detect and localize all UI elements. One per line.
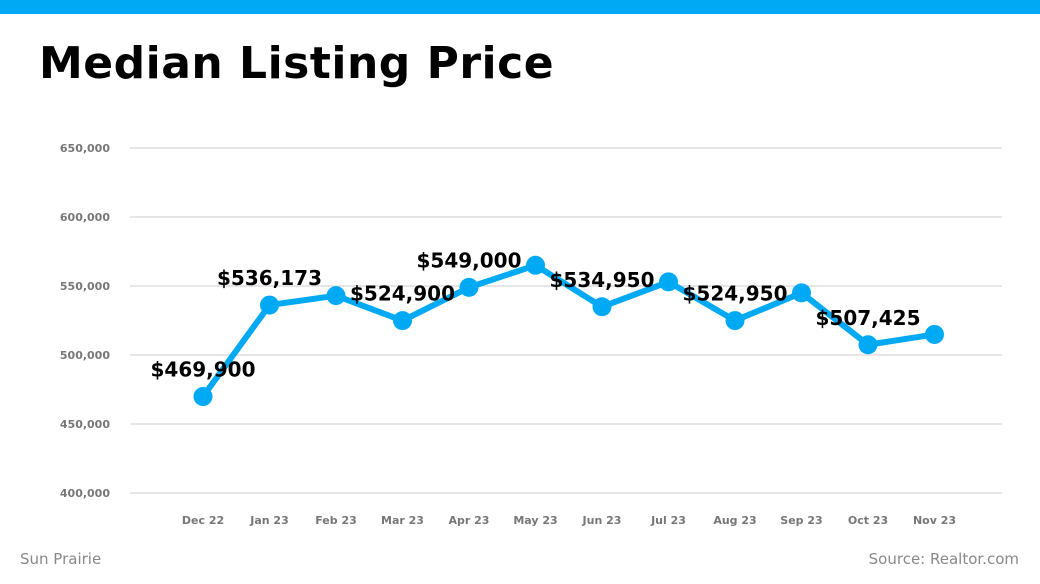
y-tick-label: 600,000 (60, 211, 110, 224)
y-tick-label: 550,000 (60, 280, 110, 293)
data-label: $549,000 (416, 248, 521, 272)
data-point (659, 272, 678, 292)
source-label: Source: Realtor.com (868, 550, 1019, 568)
x-tick-label: Dec 22 (182, 514, 224, 527)
y-tick-label: 650,000 (60, 142, 110, 155)
x-tick-label: Mar 23 (381, 514, 424, 527)
data-point (193, 387, 213, 407)
page-title: Median Listing Price (39, 38, 555, 89)
y-tick-label: 400,000 (60, 487, 110, 500)
data-label: $469,900 (150, 358, 255, 382)
y-tick-label: 500,000 (60, 349, 110, 362)
data-point (459, 277, 479, 297)
line-chart: 400,000 450,000 500,000 550,000 600,000 650,0… (60, 142, 1002, 527)
data-label: $524,950 (682, 282, 787, 306)
x-tick-label: Jun 23 (582, 514, 622, 527)
x-tick-label: Sep 23 (780, 514, 822, 527)
data-point (326, 286, 346, 306)
y-tick-label: 450,000 (60, 418, 110, 431)
data-point (858, 335, 878, 355)
data-point (592, 297, 612, 317)
data-point (260, 295, 279, 315)
data-label: $507,425 (815, 306, 920, 330)
data-point (725, 311, 745, 331)
top-accent-bar (0, 0, 1040, 14)
x-tick-label: Jul 23 (650, 514, 686, 527)
x-tick-label: Aug 23 (713, 514, 756, 527)
x-tick-label: Jan 23 (249, 514, 288, 527)
x-tick-label: Oct 23 (848, 514, 888, 527)
data-point (925, 324, 944, 344)
data-label: $534,950 (549, 268, 654, 292)
x-tick-label: May 23 (513, 514, 557, 527)
x-tick-label: Apr 23 (449, 514, 490, 527)
location-label: Sun Prairie (20, 550, 102, 568)
data-point (792, 283, 811, 303)
data-label: $524,900 (350, 282, 455, 306)
data-point (393, 311, 412, 331)
data-point (526, 255, 545, 275)
series-line (200, 262, 938, 400)
x-tick-label: Feb 23 (315, 514, 357, 527)
data-label: $536,173 (217, 266, 322, 290)
x-tick-label: Nov 23 (913, 514, 956, 527)
